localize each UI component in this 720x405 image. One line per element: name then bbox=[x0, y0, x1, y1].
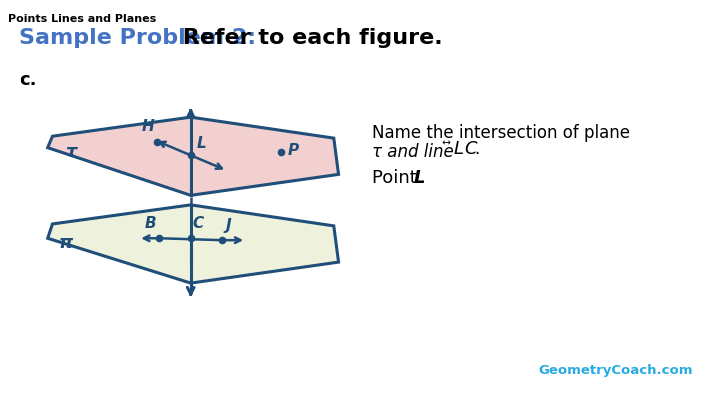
Text: GeometryCoach.com: GeometryCoach.com bbox=[539, 364, 693, 377]
Text: τ and line: τ and line bbox=[372, 143, 459, 161]
Text: Name the intersection of plane: Name the intersection of plane bbox=[372, 124, 630, 142]
Text: π: π bbox=[59, 234, 73, 252]
Text: Point: Point bbox=[372, 168, 423, 187]
Polygon shape bbox=[48, 205, 338, 283]
Text: L: L bbox=[414, 168, 426, 187]
Text: Refer to each figure.: Refer to each figure. bbox=[174, 28, 442, 49]
Text: .: . bbox=[474, 140, 480, 158]
Polygon shape bbox=[48, 117, 338, 195]
Text: L: L bbox=[197, 136, 206, 151]
Text: H: H bbox=[142, 119, 155, 134]
Text: Points Lines and Planes: Points Lines and Planes bbox=[8, 14, 156, 24]
Text: B: B bbox=[145, 215, 156, 230]
Text: c.: c. bbox=[19, 71, 37, 90]
Text: C: C bbox=[193, 215, 204, 230]
Text: τ: τ bbox=[65, 143, 76, 162]
Text: J: J bbox=[225, 217, 230, 232]
Text: $\overleftrightarrow{\mathbf{\mathit{LC}}}$: $\overleftrightarrow{\mathbf{\mathit{LC}… bbox=[441, 140, 478, 158]
Text: Sample Problem 2:: Sample Problem 2: bbox=[19, 28, 256, 49]
Text: P: P bbox=[288, 143, 299, 158]
